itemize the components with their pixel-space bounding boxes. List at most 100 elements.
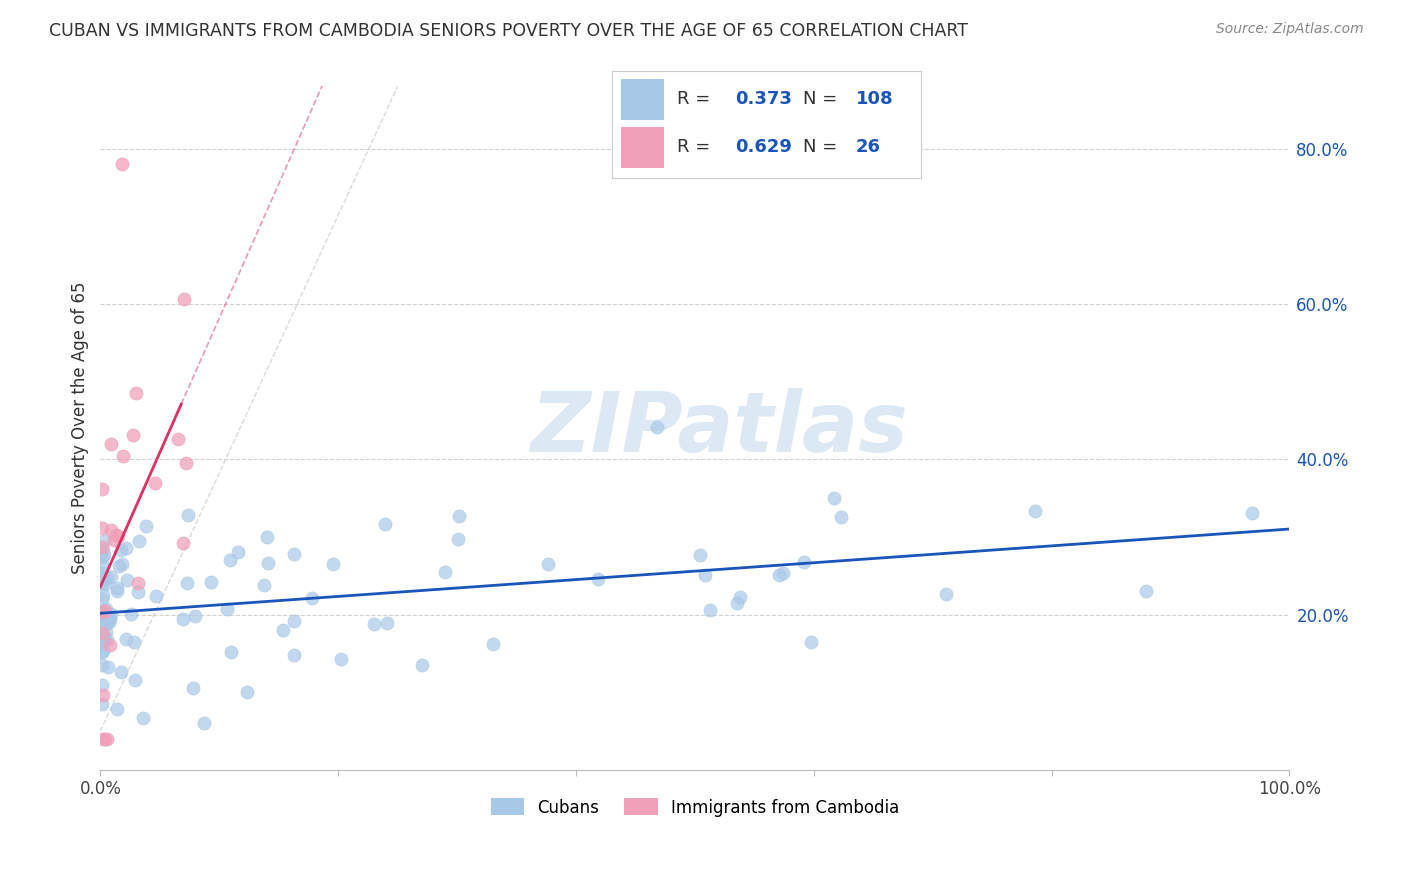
Point (181, 681, 204, 695)
Point (219, 645, 242, 659)
Point (1241, 506, 1264, 520)
Point (725, 596, 748, 610)
Point (105, 527, 128, 541)
Point (271, 623, 294, 637)
Point (90, 566, 112, 581)
Point (127, 575, 149, 590)
Point (115, 632, 138, 646)
Legend: Cubans, Immigrants from Cambodia: Cubans, Immigrants from Cambodia (484, 792, 905, 823)
Point (256, 530, 278, 544)
Point (93, 633, 115, 648)
Point (90, 540, 112, 554)
Point (301, 591, 323, 605)
Point (322, 557, 344, 571)
Point (93, 629, 115, 643)
Point (100, 569, 122, 583)
Point (200, 575, 222, 590)
Point (830, 510, 852, 524)
Point (91, 608, 114, 623)
Point (98, 612, 121, 626)
Point (90, 657, 112, 672)
Point (96, 616, 118, 631)
Point (699, 603, 721, 617)
Point (283, 547, 305, 561)
Point (193, 715, 215, 730)
Point (90, 678, 112, 692)
Point (91, 614, 114, 628)
Point (90, 549, 112, 564)
Point (363, 617, 385, 632)
Point (127, 584, 149, 599)
Text: 0.373: 0.373 (735, 90, 792, 108)
Point (90, 558, 112, 573)
Point (177, 508, 200, 522)
Point (145, 589, 167, 603)
Point (252, 578, 274, 592)
Point (1135, 584, 1157, 599)
Point (91, 731, 114, 746)
Point (800, 634, 823, 648)
Point (125, 385, 148, 400)
Point (183, 609, 205, 624)
Point (105, 584, 128, 599)
Point (329, 652, 352, 666)
Text: R =: R = (676, 138, 716, 156)
Text: 0.629: 0.629 (735, 138, 792, 156)
Text: Source: ZipAtlas.com: Source: ZipAtlas.com (1216, 22, 1364, 37)
Point (114, 541, 136, 555)
Point (90, 645, 112, 659)
Point (91, 588, 114, 602)
Point (256, 556, 278, 570)
Point (96, 632, 118, 647)
Bar (621, 78, 664, 120)
Point (115, 574, 138, 588)
Point (94, 604, 117, 618)
Point (90, 606, 112, 620)
Point (236, 685, 259, 699)
Point (1024, 504, 1046, 518)
Point (110, 543, 132, 558)
Point (128, 534, 150, 549)
Point (108, 558, 131, 573)
Point (90, 614, 112, 628)
Point (96, 609, 118, 624)
Point (90, 631, 112, 645)
Text: 26: 26 (856, 138, 882, 156)
Point (100, 523, 122, 537)
Point (689, 548, 711, 562)
Point (174, 456, 197, 470)
Point (226, 545, 249, 559)
Point (135, 519, 157, 533)
Bar (621, 127, 664, 168)
Point (90, 573, 112, 587)
Point (481, 637, 503, 651)
Point (93, 548, 115, 562)
Point (91, 644, 114, 658)
Point (93, 607, 115, 621)
Point (173, 292, 195, 306)
Point (103, 533, 125, 548)
Point (105, 581, 128, 595)
Point (434, 565, 457, 579)
Point (121, 427, 143, 442)
Point (91, 543, 114, 558)
Point (772, 566, 794, 581)
Point (695, 567, 717, 582)
Point (105, 702, 128, 716)
Text: ZIPatlas: ZIPatlas (530, 388, 908, 468)
Point (793, 555, 815, 569)
Point (167, 432, 190, 446)
Point (111, 449, 134, 463)
Point (90, 575, 112, 590)
Point (90, 636, 112, 650)
Point (111, 557, 134, 571)
Point (283, 648, 305, 662)
Point (120, 607, 142, 621)
Point (283, 614, 305, 628)
Point (586, 572, 609, 586)
Point (96, 571, 118, 585)
Point (374, 517, 396, 532)
Point (730, 591, 752, 605)
Point (91, 634, 114, 648)
Point (449, 509, 471, 524)
